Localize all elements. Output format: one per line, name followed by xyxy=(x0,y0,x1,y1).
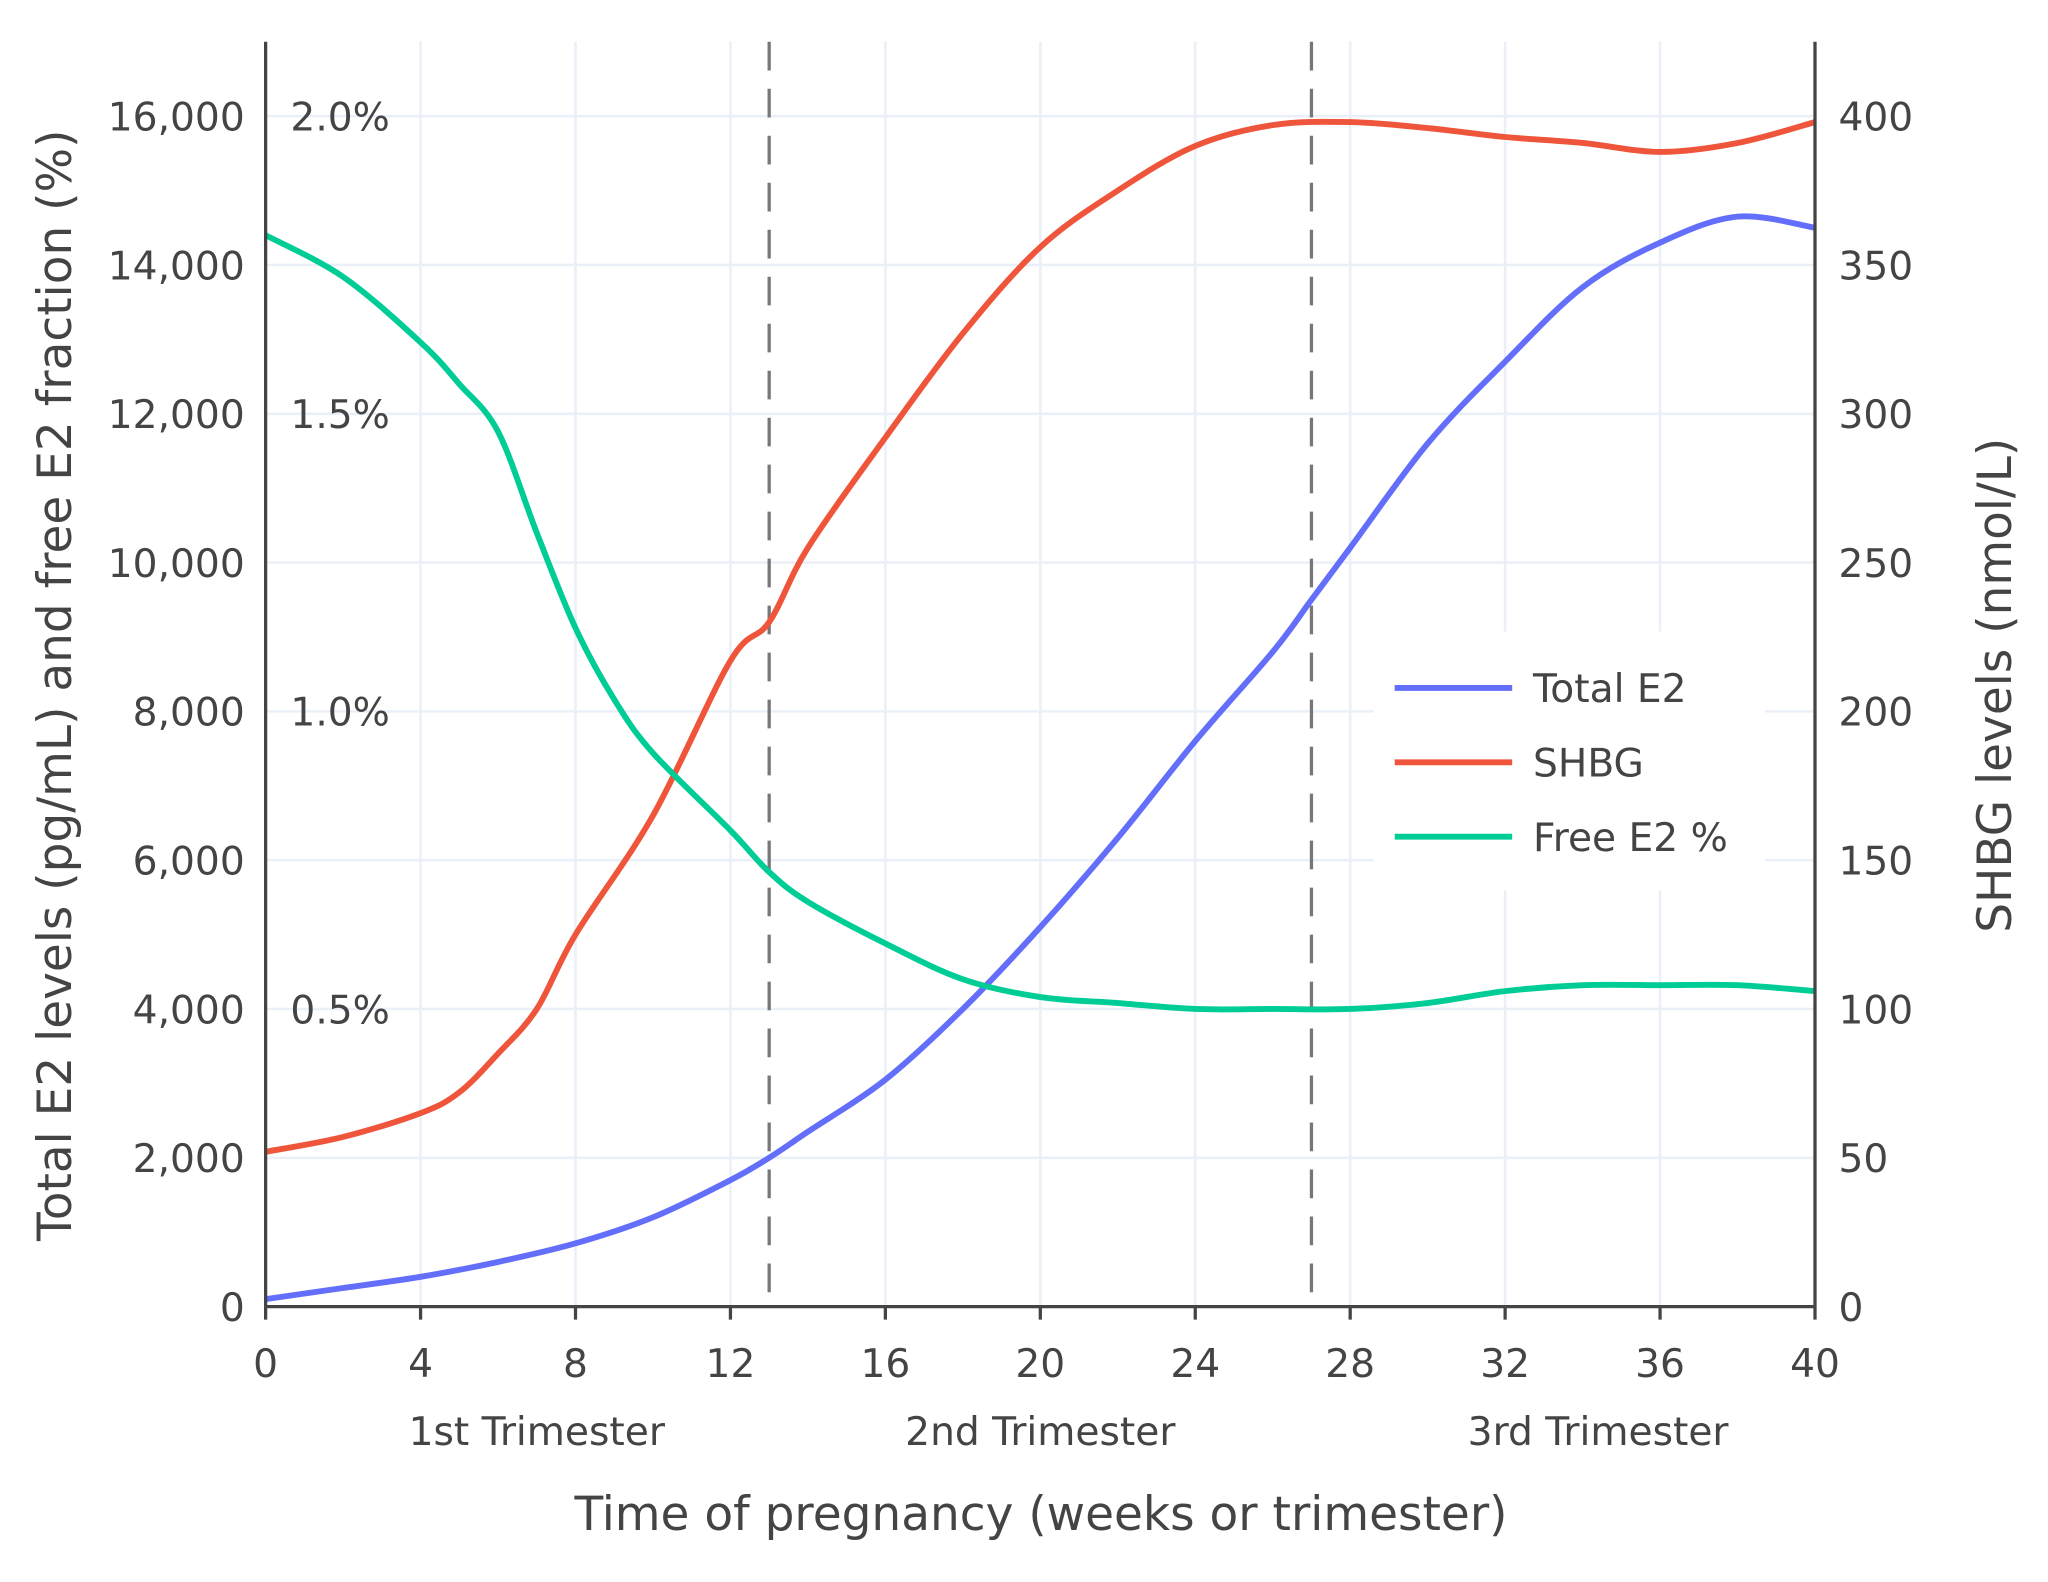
x-tick-label: 40 xyxy=(1790,1342,1840,1387)
y-right-tick-label: 400 xyxy=(1838,96,1913,141)
y-left-tick-label: 0 xyxy=(220,1286,245,1331)
tick-labels: 0 4 8 12 16 20 24 28 32 36 4002,0004,0006,0008,000… xyxy=(108,96,1913,1455)
y-left-tick-label: 4,000 xyxy=(133,988,245,1033)
legend-label-total-e2: Total E2 xyxy=(1532,667,1686,712)
x-tick-label: 8 xyxy=(563,1342,588,1387)
y-right-tick-label: 0 xyxy=(1838,1286,1863,1331)
y-left-tick-label: 12,000 xyxy=(108,393,245,438)
series-lines xyxy=(264,118,1816,1303)
x-tick-label: 32 xyxy=(1480,1342,1530,1387)
percent-tick-label: 0.5% xyxy=(290,988,389,1033)
y-right-tick-label: 50 xyxy=(1838,1137,1888,1182)
x-tick-label: 20 xyxy=(1015,1342,1065,1387)
legend-label-shbg: SHBG xyxy=(1533,742,1644,787)
y-left-tick-label: 16,000 xyxy=(108,96,245,141)
y-axis-right-label: SHBG levels (nmol/L) xyxy=(1968,438,2023,933)
percent-tick-label: 1.5% xyxy=(290,393,389,438)
axes xyxy=(264,41,1817,1320)
percent-tick-label: 2.0% xyxy=(290,96,389,141)
y-left-tick-label: 2,000 xyxy=(133,1137,245,1182)
x-tick-label: 24 xyxy=(1170,1342,1220,1387)
trimester-label: 2nd Trimester xyxy=(905,1410,1176,1455)
legend: Total E2 SHBG Free E2 % xyxy=(1373,631,1766,891)
y-right-tick-label: 300 xyxy=(1838,393,1913,438)
trimester-label: 1st Trimester xyxy=(409,1410,666,1455)
x-tick-label: 4 xyxy=(408,1342,433,1387)
x-tick-label: 0 xyxy=(253,1342,278,1387)
x-axis-label: Time of pregnancy (weeks or trimester) xyxy=(573,1487,1507,1542)
y-left-tick-label: 10,000 xyxy=(108,542,245,587)
x-tick-label: 16 xyxy=(860,1342,910,1387)
trimester-boundaries xyxy=(767,41,1314,1307)
y-left-tick-label: 14,000 xyxy=(108,244,245,289)
y-left-tick-label: 8,000 xyxy=(133,691,245,736)
percent-tick-label: 1.0% xyxy=(290,691,389,736)
legend-label-free-e2: Free E2 % xyxy=(1533,816,1728,861)
series-line-free-e2 xyxy=(264,232,1816,1013)
y-right-tick-label: 150 xyxy=(1838,840,1913,885)
y-left-tick-label: 6,000 xyxy=(133,840,245,885)
y-right-tick-label: 350 xyxy=(1838,244,1913,289)
y-axis-left-label: Total E2 levels (pg/mL) and free E2 frac… xyxy=(28,130,83,1242)
y-right-tick-label: 250 xyxy=(1838,542,1913,587)
y-right-tick-label: 100 xyxy=(1838,988,1913,1033)
x-tick-label: 28 xyxy=(1325,1342,1375,1387)
x-tick-label: 12 xyxy=(706,1342,756,1387)
series-line-shbg xyxy=(265,118,1816,1155)
y-right-tick-label: 200 xyxy=(1838,691,1913,736)
series-line-total-e2 xyxy=(265,213,1816,1303)
x-tick-label: 36 xyxy=(1635,1342,1685,1387)
trimester-label: 3rd Trimester xyxy=(1468,1410,1730,1455)
